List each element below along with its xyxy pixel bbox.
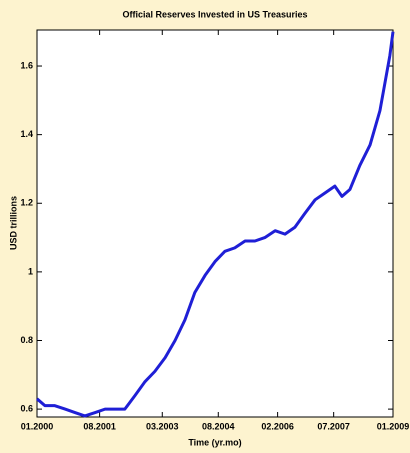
x-tick-label: 08.2001 (83, 421, 116, 431)
x-tick-label: 02.2006 (261, 421, 294, 431)
x-tick-label: 08.2004 (202, 421, 235, 431)
y-tick-label: 1.6 (20, 60, 33, 70)
plot-area (36, 29, 394, 418)
chart-title: Official Reserves Invested in US Treasur… (122, 9, 307, 19)
y-tick-label: 0.8 (20, 335, 33, 345)
x-tick-label: 01.2009 (377, 421, 410, 431)
x-tick-label: 01.2000 (21, 421, 54, 431)
y-tick-label: 1.4 (20, 129, 33, 139)
x-axis-label: Time (yr.mo) (188, 437, 241, 447)
y-axis-label: USD trillions (8, 196, 18, 250)
x-tick-label: 07.2007 (317, 421, 350, 431)
y-tick-label: 1 (28, 266, 33, 276)
x-tick-label: 03.2003 (146, 421, 179, 431)
y-tick-label: 1.2 (20, 198, 33, 208)
data-line (36, 31, 395, 418)
y-tick-label: 0.6 (20, 403, 33, 413)
